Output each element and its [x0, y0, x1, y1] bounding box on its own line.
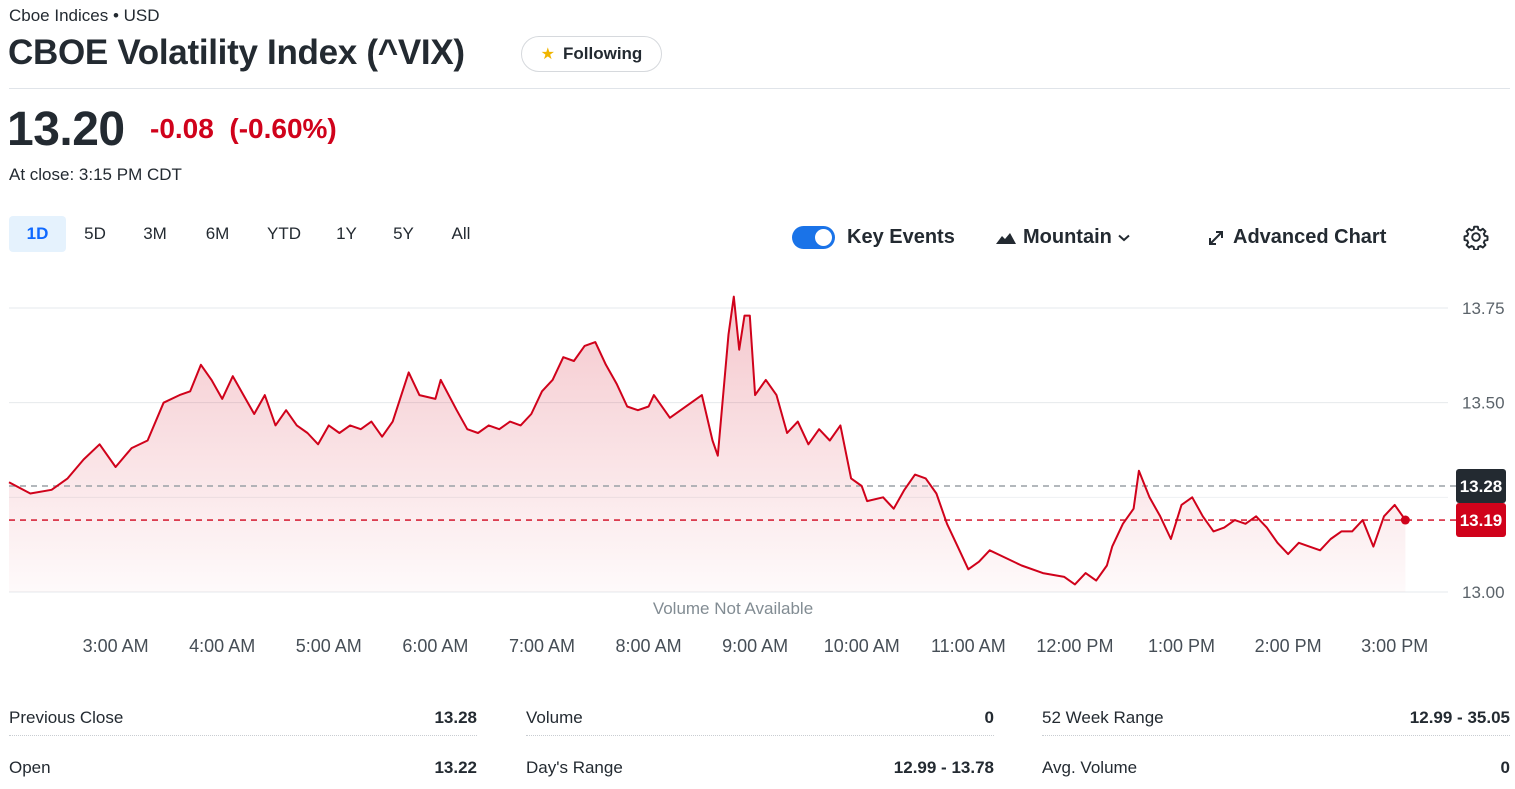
x-tick-label: 12:00 PM: [1036, 636, 1113, 656]
badge-label: 13.19: [1460, 511, 1503, 530]
y-tick-label: 13.00: [1462, 583, 1505, 602]
range-3m[interactable]: 3M: [143, 224, 167, 243]
volume-note: Volume Not Available: [653, 599, 813, 618]
stat-previous-close: Previous Close 13.28: [9, 700, 477, 736]
chart-style-label: Mountain: [1023, 226, 1112, 248]
mountain-icon: [996, 232, 1016, 244]
range-5y[interactable]: 5Y: [393, 224, 414, 243]
stat-label: Day's Range: [526, 758, 623, 777]
header-divider: [9, 88, 1510, 89]
x-tick-label: 2:00 PM: [1255, 636, 1322, 656]
current-price: 13.20: [7, 103, 125, 156]
key-events-label: Key Events: [847, 226, 955, 248]
range-selector: 1D 5D 3M 6M YTD 1Y 5Y All: [9, 216, 489, 252]
stat-label: Previous Close: [9, 707, 124, 727]
stat-label: Volume: [526, 707, 583, 727]
advanced-chart-label: Advanced Chart: [1233, 226, 1387, 248]
price-change: -0.08 (-0.60%): [150, 113, 337, 145]
stat-value: 0: [1500, 758, 1510, 777]
change-value: -0.08: [150, 113, 214, 144]
x-tick-label: 1:00 PM: [1148, 636, 1215, 656]
x-tick-label: 10:00 AM: [824, 636, 900, 656]
stat-52-week-range: 52 Week Range 12.99 - 35.05: [1042, 700, 1510, 736]
stat-days-range: Day's Range 12.99 - 13.78: [526, 750, 994, 786]
toggle-knob: [815, 229, 832, 246]
range-ytd[interactable]: YTD: [267, 224, 301, 243]
stat-value: 12.99 - 35.05: [1409, 707, 1510, 727]
x-tick-label: 8:00 AM: [616, 636, 682, 656]
stat-value: 12.99 - 13.78: [893, 758, 994, 777]
key-events-toggle[interactable]: [792, 226, 835, 249]
chart-area-fill: [9, 296, 1406, 592]
badge-label: 13.28: [1460, 477, 1503, 496]
chevron-down-icon: [1118, 234, 1130, 241]
x-tick-label: 3:00 AM: [83, 636, 149, 656]
stat-value: 13.22: [434, 758, 477, 777]
chart-style-dropdown[interactable]: Mountain: [995, 226, 1130, 249]
x-tick-label: 6:00 AM: [402, 636, 468, 656]
stat-label: Open: [9, 758, 51, 777]
expand-icon: [1209, 230, 1223, 245]
change-percent: (-0.60%): [229, 113, 337, 144]
chart-series-line: [8, 295, 1407, 586]
range-1y[interactable]: 1Y: [336, 224, 357, 243]
follow-button[interactable]: ★ Following: [521, 36, 662, 72]
stat-avg-volume: Avg. Volume 0: [1042, 750, 1510, 786]
range-5d[interactable]: 5D: [84, 224, 106, 243]
range-all[interactable]: All: [451, 224, 471, 243]
last-price-dot: [1400, 515, 1410, 525]
current-price-badge: 13.19: [1456, 503, 1506, 538]
x-tick-label: 3:00 PM: [1361, 636, 1428, 656]
stat-volume: Volume 0: [526, 700, 994, 736]
stat-value: 0: [984, 707, 994, 727]
gear-icon[interactable]: [1463, 224, 1489, 250]
stat-label: 52 Week Range: [1042, 707, 1164, 727]
price-chart[interactable]: 13.75 13.50 13.00 13.28 13.19 3:00 AM 4:00 A…: [0, 270, 1515, 670]
close-time: At close: 3:15 PM CDT: [9, 165, 182, 184]
x-tick-label: 7:00 AM: [509, 636, 575, 656]
range-6m[interactable]: 6M: [205, 224, 230, 243]
range-1d[interactable]: 1D: [9, 216, 66, 252]
x-tick-label: 5:00 AM: [296, 636, 362, 656]
follow-label: Following: [563, 44, 643, 63]
y-tick-label: 13.75: [1462, 299, 1505, 318]
advanced-chart-button[interactable]: Advanced Chart: [1207, 226, 1386, 249]
star-icon: ★: [540, 46, 555, 63]
stat-value: 13.28: [434, 707, 477, 727]
x-tick-label: 11:00 AM: [931, 636, 1006, 656]
page-title: CBOE Volatility Index (^VIX): [8, 33, 465, 72]
x-tick-label: 9:00 AM: [722, 636, 788, 656]
y-tick-label: 13.50: [1462, 394, 1505, 413]
exchange-label: Cboe Indices • USD: [9, 6, 160, 25]
x-tick-label: 4:00 AM: [189, 636, 255, 656]
stat-open: Open 13.22: [9, 750, 477, 786]
stat-label: Avg. Volume: [1042, 758, 1138, 777]
previous-close-badge: 13.28: [1456, 468, 1506, 503]
